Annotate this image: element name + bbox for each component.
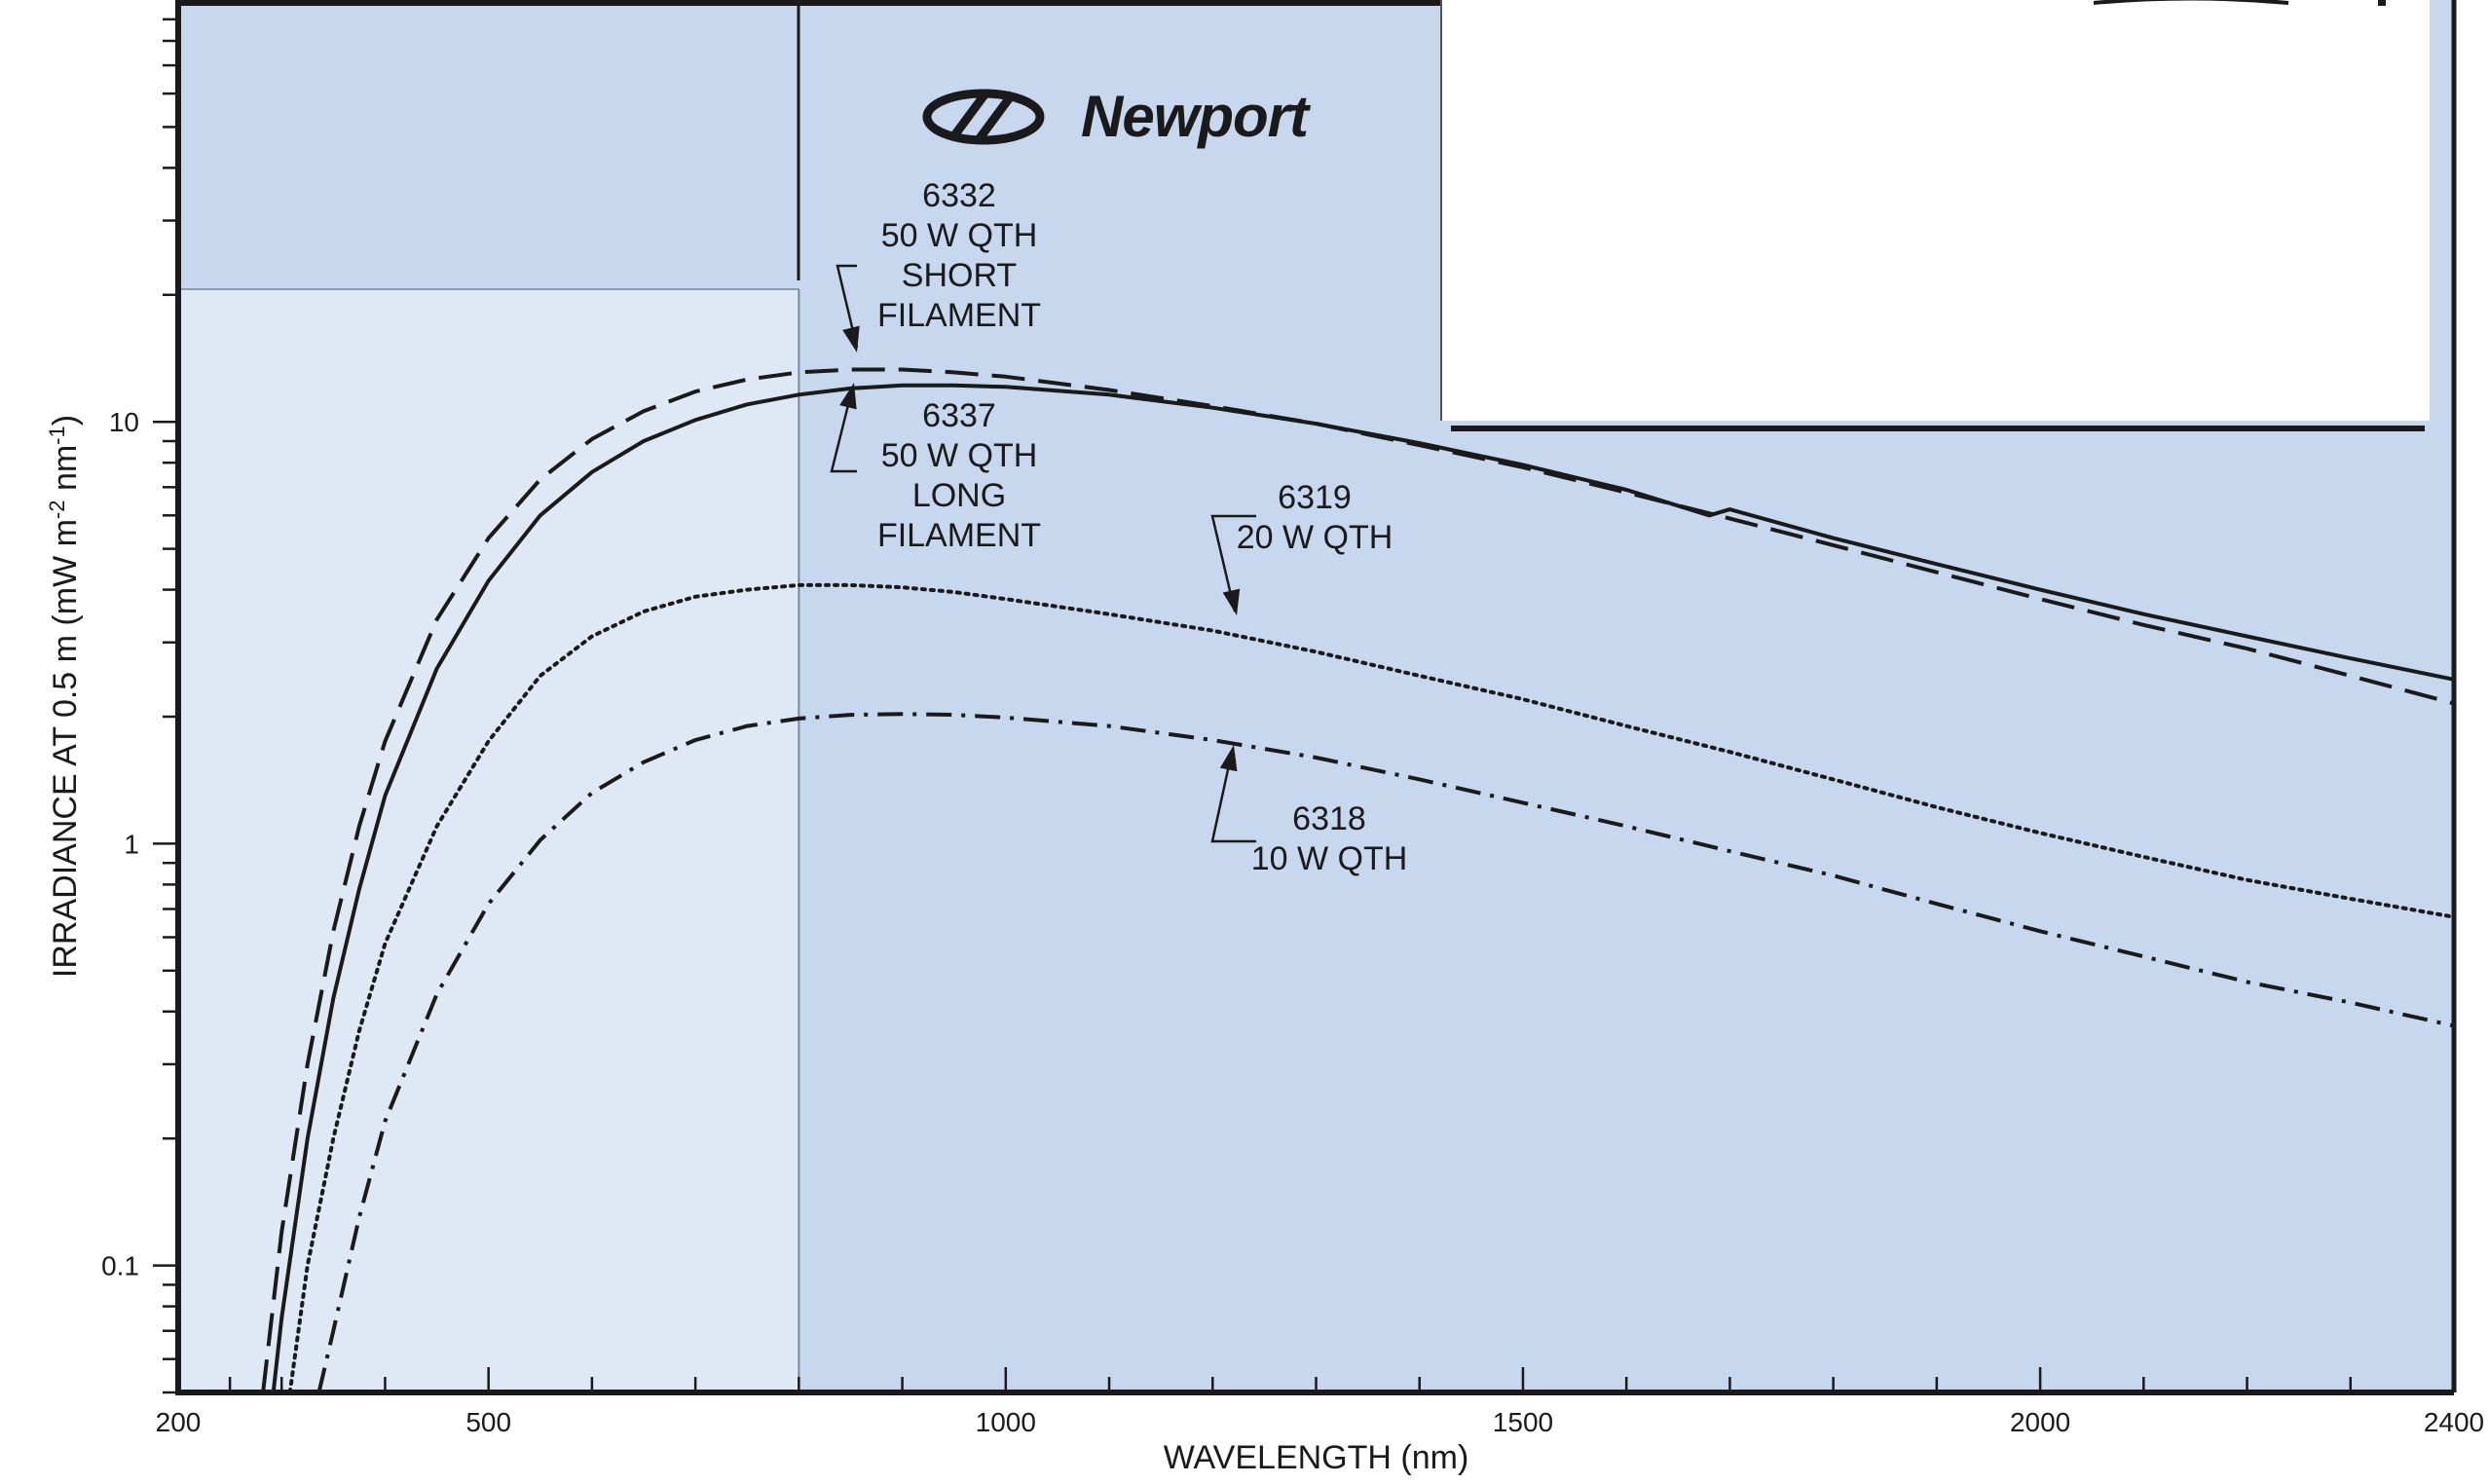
curve-6332 (261, 367, 2455, 1393)
leader-6337-head (839, 383, 857, 410)
y-tick-label: 10 (109, 407, 139, 437)
leader-6332 (836, 264, 859, 349)
axes (153, 0, 2457, 1395)
label-6318-line: 6318 (1292, 800, 1366, 837)
label-6318-line: 10 W QTH (1251, 840, 1408, 877)
tick-labels: 0.1 1 10 200 500 1000 1500 2000 2400 WAVELENGTH (… (45, 407, 2484, 1476)
inset-cutoff-stroke (2093, 0, 2289, 5)
curves (261, 367, 2456, 1394)
leader-6319-head (1222, 588, 1241, 615)
curve-6337 (271, 383, 2455, 1393)
label-6337-line: 50 W QTH (881, 437, 1038, 474)
label-6337-line: LONG (912, 477, 1006, 514)
label-6319-line: 20 W QTH (1237, 519, 1393, 556)
x-tick-label: 2400 (2424, 1407, 2484, 1437)
label-6337-line: FILAMENT (877, 517, 1041, 554)
light-panel (178, 289, 799, 1392)
x-axis-title: WAVELENGTH (nm) (1164, 1439, 1469, 1476)
logo-text: Newport (1081, 84, 1312, 149)
x-tick-label: 2000 (2010, 1407, 2070, 1437)
leader-6332-head (842, 325, 860, 352)
curve-6319 (287, 582, 2456, 1394)
logo-slash-icon (948, 91, 1017, 141)
curve-6318 (316, 712, 2455, 1393)
label-6337-line: 6337 (922, 397, 996, 434)
x-tick-label: 1500 (1493, 1407, 1553, 1437)
label-6332-line: FILAMENT (877, 297, 1041, 334)
y-tick-label: 1 (124, 829, 139, 859)
leader-6319 (1210, 514, 1256, 612)
inset-box (1441, 0, 2430, 421)
x-tick-label: 500 (465, 1407, 511, 1437)
overlay: Newport (797, 0, 2430, 431)
label-6332-line: SHORT (902, 257, 1017, 294)
leader-6318 (1210, 751, 1256, 843)
y-axis-title: IRRADIANCE AT 0.5 m (mW m-2 nm-1) (45, 415, 84, 978)
x-tick-label: 200 (156, 1407, 202, 1437)
label-6332-line: 6332 (922, 177, 996, 214)
newport-logo: Newport (922, 84, 1313, 149)
label-6319-line: 6319 (1278, 479, 1352, 516)
leader-6318-head (1219, 745, 1238, 772)
leader-6337 (830, 389, 857, 473)
label-6332-line: 50 W QTH (881, 217, 1038, 254)
x-tick-label: 1000 (976, 1407, 1036, 1437)
inset-cutoff-mark (2378, 0, 2386, 6)
y-tick-label: 0.1 (101, 1251, 139, 1281)
